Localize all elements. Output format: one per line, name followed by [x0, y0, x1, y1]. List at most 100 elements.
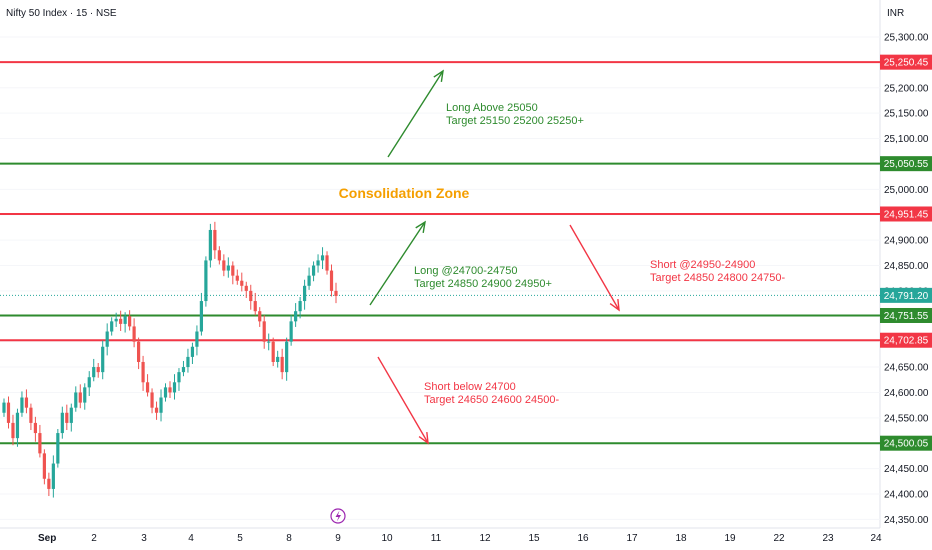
- price-label: 25,050.55: [884, 159, 929, 170]
- candle-body: [96, 367, 100, 373]
- candle-body: [33, 422, 38, 434]
- arrow-long-zone-head: [415, 220, 426, 233]
- x-tick-label: 18: [675, 533, 687, 544]
- price-label: 24,500.05: [884, 439, 929, 450]
- price-label: 25,250.45: [884, 58, 929, 69]
- annotation-text: Consolidation Zone: [339, 185, 470, 201]
- arrow-short-zone: [569, 224, 620, 311]
- candle-body: [56, 433, 60, 464]
- candle-body: [231, 265, 235, 276]
- candle-body: [316, 260, 320, 266]
- arrow-long-zone: [369, 221, 426, 306]
- y-tick-label: 25,000.00: [884, 185, 929, 196]
- y-tick-label: 24,650.00: [884, 363, 929, 374]
- candle-body: [24, 397, 29, 408]
- y-tick-label: 24,350.00: [884, 515, 929, 526]
- candle-body: [249, 290, 253, 302]
- candle-body: [320, 255, 325, 261]
- candle-body: [168, 387, 172, 393]
- annotation-text: Long @24700-24750: [414, 265, 518, 277]
- candle-body: [240, 280, 244, 286]
- price-label: 24,951.45: [884, 209, 929, 220]
- y-tick-label: 25,200.00: [884, 83, 929, 94]
- y-tick-label: 25,100.00: [884, 134, 929, 145]
- candle-body: [307, 275, 311, 286]
- y-tick-label: 25,300.00: [884, 33, 929, 44]
- candle-body: [119, 318, 123, 324]
- x-tick-label: 8: [286, 533, 292, 544]
- candle-body: [302, 285, 307, 302]
- candle-body: [114, 318, 118, 322]
- candle-body: [199, 301, 204, 332]
- candle-body: [298, 301, 302, 312]
- candle-body: [226, 265, 230, 271]
- y-tick-label: 24,600.00: [884, 388, 929, 399]
- candle-body: [181, 367, 186, 373]
- candle-body: [11, 422, 15, 439]
- candle-body: [123, 316, 127, 324]
- annotation-text: Target 25150 25200 25250+: [446, 115, 584, 127]
- candle-body: [159, 397, 163, 413]
- arrow-long-above-head: [433, 69, 444, 82]
- x-tick-label: 17: [626, 533, 638, 544]
- candle-body: [154, 407, 159, 413]
- candle-body: [51, 463, 55, 489]
- candle-body: [6, 402, 11, 423]
- x-tick-label: 3: [141, 533, 147, 544]
- candle-body: [101, 346, 105, 373]
- candle-body: [60, 412, 64, 434]
- annotation-text: Long Above 25050: [446, 102, 538, 114]
- candle-body: [271, 341, 275, 362]
- candle-body: [258, 311, 262, 322]
- candle-body: [217, 250, 221, 261]
- candle-body: [334, 290, 338, 296]
- candle-body: [186, 356, 190, 368]
- arrow-short-below: [377, 356, 429, 444]
- candle-body: [329, 270, 334, 291]
- candle-body: [150, 392, 154, 408]
- candle-body: [20, 397, 24, 413]
- x-tick-label: 9: [335, 533, 341, 544]
- price-label: 24,751.55: [884, 311, 929, 322]
- annotation-text: Target 24850 24900 24950+: [414, 278, 552, 290]
- price-label-box: [880, 206, 932, 222]
- x-tick-label: 2: [91, 533, 97, 544]
- price-label-box: [880, 435, 932, 451]
- candle-body: [253, 301, 257, 312]
- x-tick-label: Sep: [38, 533, 56, 544]
- candle-body: [311, 265, 316, 276]
- candle-body: [235, 275, 239, 281]
- candle-body: [163, 387, 168, 398]
- y-tick-label: 24,900.00: [884, 236, 929, 247]
- candle-body: [78, 392, 82, 403]
- candle-body: [132, 326, 136, 342]
- candle-body: [145, 382, 150, 393]
- candle-body: [294, 311, 298, 322]
- candle-body: [285, 341, 289, 373]
- annotation-text: Short @24950-24900: [650, 259, 755, 271]
- candle-body: [267, 341, 271, 343]
- y-tick-label: 24,450.00: [884, 464, 929, 475]
- candle-body: [29, 407, 33, 423]
- x-tick-label: 4: [188, 533, 194, 544]
- candle-body: [262, 321, 266, 342]
- candle-body: [172, 382, 177, 393]
- flash-bolt-icon: [335, 510, 341, 522]
- candle-body: [195, 331, 199, 347]
- x-tick-label: 11: [431, 533, 442, 544]
- symbol-title: Nifty 50 Index · 15 · NSE: [6, 8, 117, 19]
- annotation-text: Short below 24700: [424, 381, 516, 393]
- candle-body: [208, 229, 212, 261]
- x-tick-label: 24: [870, 533, 882, 544]
- y-tick-label: 24,550.00: [884, 413, 929, 424]
- candle-body: [276, 356, 280, 362]
- price-label-box: [880, 332, 932, 348]
- last-price-label: 24,791.20: [884, 291, 929, 302]
- price-label-box: [880, 307, 932, 323]
- candle-body: [110, 321, 114, 332]
- candle-body: [83, 387, 87, 403]
- candle-body: [325, 255, 329, 271]
